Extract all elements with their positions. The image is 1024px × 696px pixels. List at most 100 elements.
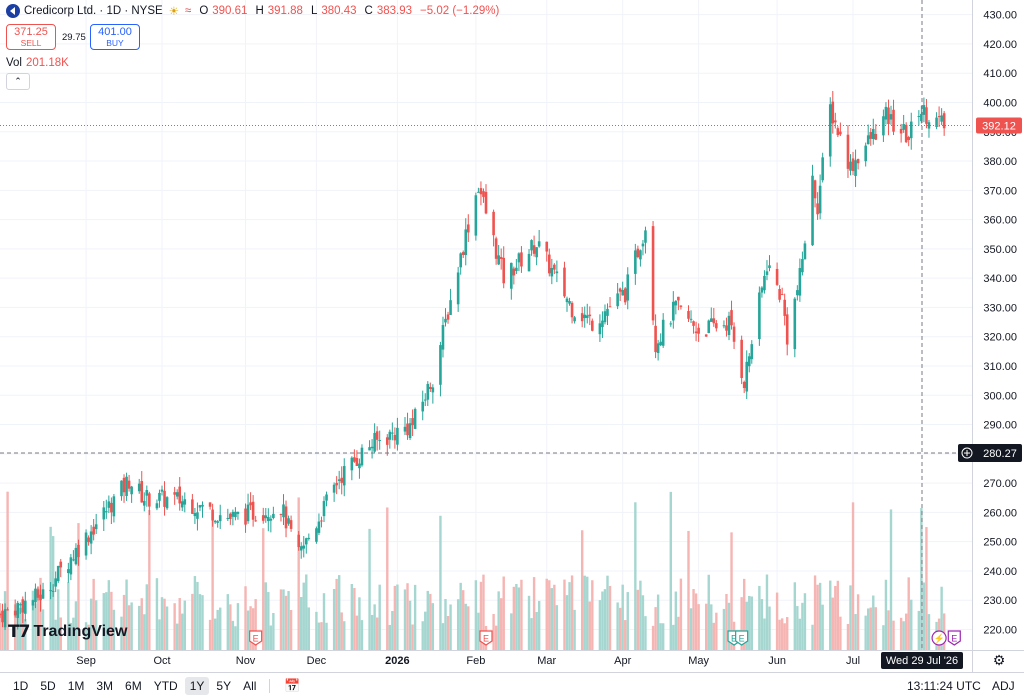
volume-bar	[411, 624, 414, 650]
crosshair-price-badge	[958, 444, 1022, 463]
sell-button[interactable]: 371.25 SELL	[6, 24, 56, 50]
volume-bar	[884, 579, 888, 650]
volume-bar	[92, 578, 95, 650]
candle-body	[388, 431, 392, 440]
candle-body	[704, 334, 708, 337]
candle-body	[74, 547, 78, 565]
candle-body	[140, 481, 144, 503]
volume-bar	[530, 618, 533, 650]
candle-body	[403, 426, 407, 432]
range-1y[interactable]: 1Y	[184, 677, 210, 695]
earnings-marker[interactable]: E	[479, 630, 493, 646]
low-label: L	[310, 5, 318, 17]
volume-bar	[343, 621, 346, 650]
time-tick-label: May	[688, 655, 709, 667]
watermark-text: TradingView	[33, 623, 128, 640]
candle-body	[36, 589, 40, 598]
volume-bar	[388, 624, 392, 650]
range-3m[interactable]: 3M	[96, 679, 114, 693]
earnings-marker[interactable]: ⚡	[931, 630, 947, 646]
candle-body	[651, 226, 655, 321]
volume-label: Vol	[6, 57, 22, 69]
volume-bar	[624, 620, 627, 650]
candle-body	[193, 513, 197, 517]
candle-body	[644, 230, 647, 243]
gear-icon[interactable]: ⚙	[992, 652, 1006, 668]
candle-body	[697, 327, 700, 334]
range-6m[interactable]: 6M	[125, 679, 142, 693]
calendar-icon[interactable]: 📅	[284, 678, 301, 693]
volume-bar	[580, 530, 584, 650]
volume-bar	[408, 600, 412, 650]
range-1m[interactable]: 1M	[67, 679, 85, 693]
candle-body	[56, 565, 60, 582]
candle-body	[760, 287, 764, 293]
volume-bar	[707, 574, 710, 650]
candle-body	[406, 423, 409, 436]
volume-bar	[337, 575, 341, 650]
crosshair-date-badge	[881, 652, 963, 669]
volume-bar	[922, 582, 926, 650]
candle-body	[49, 590, 52, 592]
candle-body	[616, 293, 619, 307]
candle-body	[67, 569, 70, 574]
candle-body	[874, 133, 878, 140]
volume-bar	[102, 593, 105, 650]
candle-body	[920, 113, 923, 122]
earnings-marker[interactable]: E	[735, 630, 749, 646]
data-status-icon[interactable]: ≈	[185, 5, 192, 17]
volume-bar	[940, 586, 943, 650]
dividend-marker-circle	[931, 630, 947, 646]
volume-bar	[775, 592, 779, 650]
candle-body	[444, 318, 447, 323]
volume-bar	[601, 591, 604, 650]
candle-body	[532, 245, 536, 254]
volume-bar	[712, 622, 716, 650]
volume-bar	[375, 617, 379, 650]
candle-body	[213, 520, 217, 523]
earnings-marker-label: E	[483, 634, 489, 644]
candle-body	[322, 501, 326, 517]
volume-bar	[563, 579, 566, 650]
volume-bar	[639, 580, 642, 650]
range-all[interactable]: All	[243, 679, 257, 693]
range-1d[interactable]: 1D	[13, 679, 29, 693]
earnings-marker[interactable]: E	[249, 630, 263, 646]
tradingview-logo-icon: 𝗧𝟳	[8, 622, 30, 641]
range-5d[interactable]: 5D	[40, 679, 56, 693]
candle-body	[747, 356, 751, 367]
range-ytd[interactable]: YTD	[153, 679, 178, 693]
symbol-title[interactable]: Credicorp Ltd. · 1D · NYSE	[24, 5, 163, 17]
clock-time[interactable]: 13:11:24 UTC	[907, 679, 981, 693]
price-tick-label: 330.00	[983, 302, 1017, 314]
tradingview-watermark[interactable]: 𝗧𝟳 TradingView	[8, 622, 127, 642]
volume-bar	[598, 600, 602, 650]
candle-body	[446, 314, 450, 320]
volume-bar	[730, 532, 733, 650]
volume-bar	[444, 599, 447, 650]
volume-bar	[758, 585, 761, 650]
buy-button[interactable]: 401.00 BUY	[90, 24, 140, 50]
candle-body	[547, 254, 551, 274]
earnings-marker[interactable]: E	[947, 630, 961, 646]
price-tick-label: 350.00	[983, 244, 1017, 256]
range-5y[interactable]: 5Y	[216, 679, 232, 693]
volume-bar	[183, 600, 186, 650]
collapse-legend-button[interactable]: ⌃	[6, 73, 30, 90]
adjust-toggle[interactable]: ADJ	[992, 679, 1015, 693]
candle-body	[163, 490, 166, 507]
market-status-icon[interactable]: ☀	[168, 6, 179, 18]
volume-bar	[591, 580, 594, 650]
candle-body	[249, 502, 252, 506]
candle-body	[785, 314, 789, 345]
volume-bar	[236, 603, 240, 650]
volume-bar	[302, 582, 305, 650]
volume-bar	[689, 608, 693, 650]
volume-bar	[874, 607, 878, 650]
volume-bar	[148, 510, 151, 650]
candle-body	[456, 272, 460, 305]
close-value: 383.93	[376, 5, 413, 17]
volume-bar	[467, 606, 470, 650]
candle-body	[679, 305, 683, 307]
